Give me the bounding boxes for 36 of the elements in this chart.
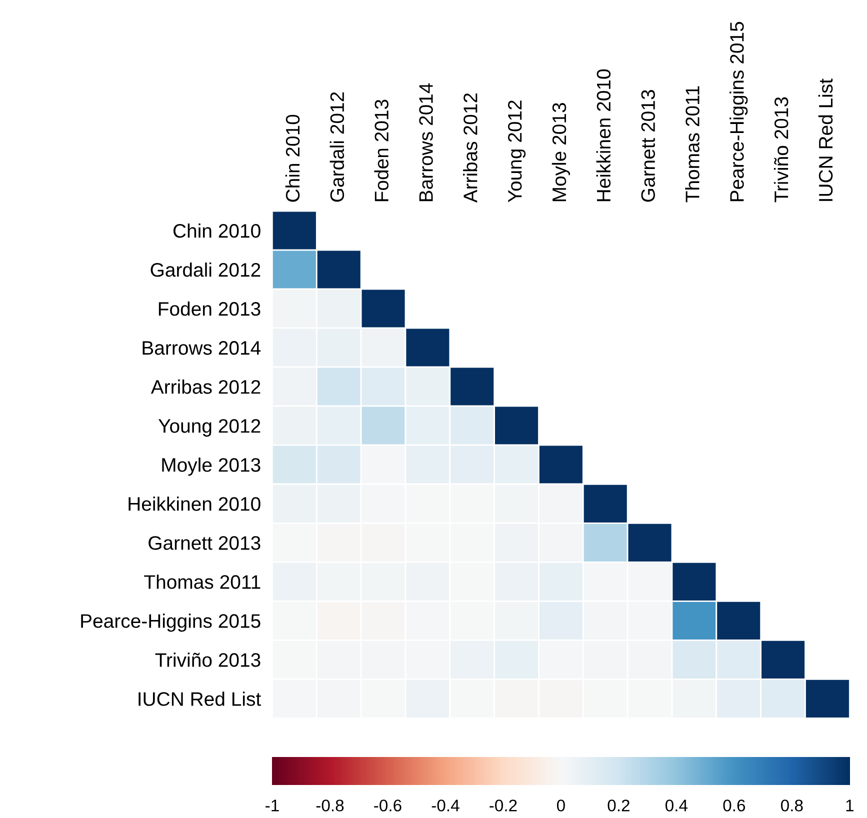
- x-tick-label: Arribas 2012: [463, 93, 478, 203]
- y-tick-label: Pearce-Higgins 2015: [81, 614, 260, 632]
- y-tick-label: Garnett 2013: [148, 536, 260, 550]
- color-bar-label: 0: [556, 800, 565, 812]
- x-tick-label: Gardali 2012: [330, 92, 344, 202]
- color-bar-label: 0.6: [723, 800, 746, 812]
- x-tick-label: Garnett 2013: [641, 90, 656, 202]
- color-bar-label: -0.6: [374, 800, 402, 812]
- color-bar-label: 0.2: [608, 800, 630, 812]
- color-bar-label: 0.8: [780, 800, 803, 812]
- y-tick-label: Triviño 2013: [155, 652, 260, 667]
- y-tick-label: Foden 2013: [158, 302, 260, 316]
- x-tick-label: Pearce-Higgins 2015: [730, 22, 748, 202]
- x-tick-label: Foden 2013: [374, 100, 388, 202]
- y-tick-label: IUCN Red List: [138, 692, 261, 706]
- x-tick-label: Triviño 2013: [774, 97, 788, 202]
- y-tick-label: Arribas 2012: [150, 380, 260, 394]
- y-tick-label: Chin 2010: [173, 224, 260, 238]
- y-tick-label: Moyle 2013: [162, 458, 260, 476]
- y-tick-label: Thomas 2011: [144, 574, 260, 589]
- color-bar-label: -1: [266, 800, 279, 812]
- x-tick-label: Barrows 2014: [419, 83, 433, 202]
- color-bar-label: -0.8: [316, 800, 344, 812]
- y-tick-label: Heikkinen 2010: [128, 496, 260, 511]
- color-bar-label: -0.2: [490, 800, 517, 812]
- x-tick-label: IUCN Red List: [818, 78, 833, 201]
- x-tick-label: Moyle 2013: [552, 103, 570, 202]
- y-tick-label: Young 2012: [158, 419, 260, 437]
- color-bar-label: 1: [846, 800, 854, 812]
- y-tick-label: Barrows 2014: [142, 341, 261, 355]
- x-tick-label: Young 2012: [508, 100, 526, 202]
- y-tick-label: Gardali 2012: [150, 262, 260, 277]
- x-tick-label: Heikkinen 2010: [596, 69, 611, 202]
- x-tick-label: Thomas 2011: [685, 86, 700, 202]
- color-bar-label: -0.4: [432, 800, 460, 812]
- color-bar-label: 0.4: [666, 800, 688, 812]
